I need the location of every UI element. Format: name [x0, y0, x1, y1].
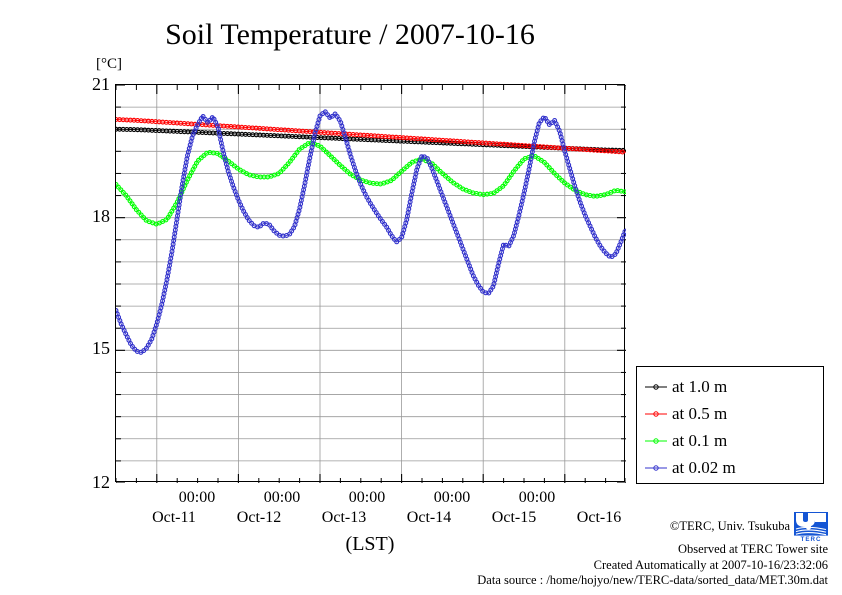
- x-tick-time-0: 00:00: [178, 489, 216, 506]
- x-tick-time-1: 00:00: [263, 489, 301, 506]
- copyright-text: ©TERC, Univ. Tsukuba: [669, 519, 790, 534]
- legend-item-2[interactable]: at 0.1 m: [645, 427, 823, 454]
- x-tick-time-3: 00:00: [433, 489, 471, 506]
- x-tick-date-oct-14: Oct-14: [406, 509, 452, 526]
- legend-marker-icon-3: [645, 462, 667, 474]
- y-axis-unit-label: [°C]: [96, 56, 122, 72]
- series-1: [116, 117, 626, 155]
- x-tick-date-oct-13: Oct-13: [321, 509, 367, 526]
- x-tick-time-2: 00:00: [348, 489, 386, 506]
- page-title: Soil Temperature / 2007-10-16: [165, 18, 535, 51]
- terc-logo-icon: TERC: [794, 512, 828, 542]
- y-tick-label-15: 15: [92, 338, 110, 358]
- legend-item-0[interactable]: at 1.0 m: [645, 373, 823, 400]
- x-tick-date-oct-12: Oct-12: [236, 509, 282, 526]
- x-tick-time-4: 00:00: [518, 489, 556, 506]
- legend-marker-icon-0: [645, 381, 667, 393]
- plot-area: [115, 84, 626, 483]
- data-source-text: Data source : /home/hojyo/new/TERC-data/…: [477, 573, 828, 587]
- legend-label-0: at 1.0 m: [672, 376, 728, 396]
- y-tick-label-21: 21: [92, 74, 110, 94]
- x-tick-date-oct-11: Oct-11: [152, 509, 196, 526]
- plot-canvas: [116, 85, 626, 483]
- x-axis-title: (LST): [345, 533, 395, 555]
- legend-label-3: at 0.02 m: [672, 457, 736, 477]
- legend-marker-icon-2: [645, 435, 667, 447]
- series-3: [116, 109, 626, 355]
- x-tick-date-oct-15: Oct-15: [491, 509, 537, 526]
- y-tick-label-18: 18: [92, 206, 110, 226]
- series-2: [116, 140, 626, 227]
- data-series-group: [116, 109, 626, 355]
- legend: at 1.0 m at 0.5 m at 0.1 m at 0.02 m: [636, 366, 824, 484]
- created-text: Created Automatically at 2007-10-16/23:3…: [593, 557, 828, 572]
- legend-label-1: at 0.5 m: [672, 403, 728, 423]
- legend-item-1[interactable]: at 0.5 m: [645, 400, 823, 427]
- x-tick-date-oct-16: Oct-16: [576, 509, 622, 526]
- y-tick-label-12: 12: [92, 472, 110, 492]
- observed-text: Observed at TERC Tower site: [677, 542, 828, 556]
- footer: ©TERC, Univ. Tsukuba TERC Observed at TE…: [408, 512, 828, 589]
- legend-marker-icon-1: [645, 408, 667, 420]
- copyright-line: ©TERC, Univ. Tsukuba TERC: [408, 512, 828, 542]
- legend-label-2: at 0.1 m: [672, 430, 728, 450]
- legend-item-3[interactable]: at 0.02 m: [645, 454, 823, 481]
- svg-text:TERC: TERC: [801, 536, 822, 542]
